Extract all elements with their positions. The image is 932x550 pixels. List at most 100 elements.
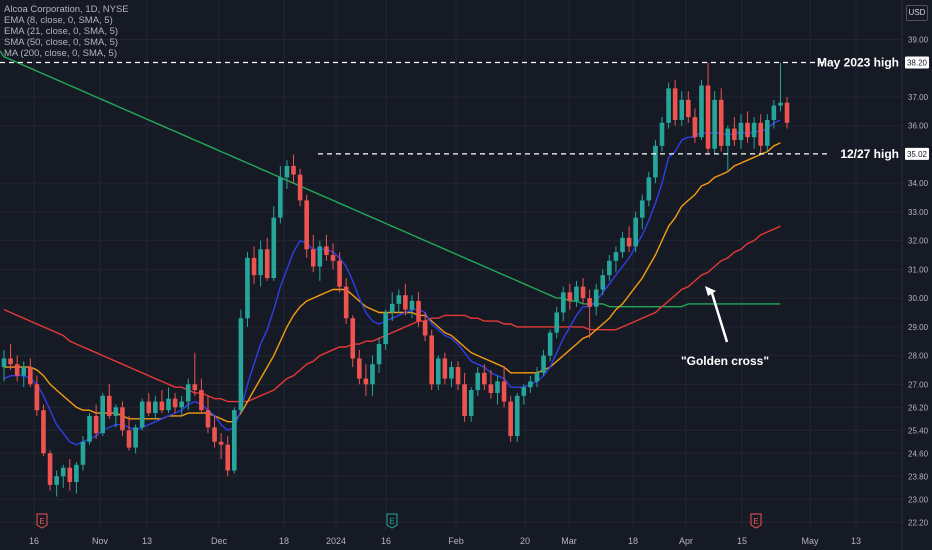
candle-body <box>330 255 336 261</box>
candle <box>396 289 402 313</box>
legend-sma50[interactable]: SMA (50, close, 0, SMA, 5) <box>4 37 119 48</box>
candle <box>54 470 59 497</box>
earnings-marker-icon[interactable]: E <box>386 513 398 529</box>
candle-body <box>633 217 638 247</box>
candle-body <box>764 119 770 146</box>
candle-body <box>778 102 783 106</box>
candle-body <box>718 99 724 146</box>
candle <box>350 315 356 368</box>
candle-body <box>455 367 461 385</box>
candle-body <box>133 427 138 448</box>
candle-body <box>409 300 415 310</box>
candle-body <box>139 401 145 428</box>
candle <box>60 464 66 488</box>
candle-body <box>613 252 619 261</box>
candle-body <box>28 367 33 385</box>
candle <box>8 344 13 370</box>
time-tick-label: 2024 <box>326 536 346 546</box>
candle-body <box>607 260 612 276</box>
candle <box>699 79 704 141</box>
candle-body <box>14 364 20 376</box>
candle <box>429 329 434 391</box>
price-tick-label: 29.00 <box>908 323 929 332</box>
candle-body <box>593 289 599 307</box>
candle-body <box>159 401 165 411</box>
candle-body <box>462 384 467 416</box>
candle-body <box>666 88 671 123</box>
candle <box>482 364 487 391</box>
candle <box>212 415 217 448</box>
legend-title[interactable]: Alcoa Corporation, 1D, NYSE <box>4 4 129 15</box>
candle-body <box>60 467 66 477</box>
candle <box>455 361 461 391</box>
candle <box>370 355 375 396</box>
candle <box>626 226 632 253</box>
time-tick-label: 13 <box>142 536 152 546</box>
price-axis[interactable]: 39.00 37.00 36.00 34.00 33.00 32.00 31.00 30.00… <box>901 0 929 550</box>
price-tick-label: 30.00 <box>908 294 929 303</box>
legend-ema8[interactable]: EMA (8, close, 0, SMA, 5) <box>4 15 113 26</box>
candle <box>620 232 625 258</box>
time-tick-label: Mar <box>561 536 577 546</box>
price-tick-label: 22.20 <box>908 518 929 527</box>
candle <box>475 367 481 396</box>
candle <box>521 384 527 405</box>
candle-body <box>370 364 375 385</box>
candle <box>646 171 652 207</box>
candle-body <box>442 358 448 379</box>
candle <box>389 292 395 322</box>
candle <box>278 165 283 224</box>
price-tick-label: 27.00 <box>908 380 929 389</box>
candle <box>574 280 579 307</box>
candle <box>686 91 691 123</box>
currency-button[interactable]: USD <box>906 5 928 21</box>
candle <box>745 111 750 143</box>
candle <box>232 407 237 474</box>
candle <box>330 243 336 270</box>
candle-body <box>8 358 13 365</box>
legend-ema21[interactable]: EMA (21, close, 0, SMA, 5) <box>4 26 119 37</box>
candle <box>291 154 296 184</box>
candle-body <box>725 128 731 146</box>
time-tick-label: May <box>801 536 819 546</box>
price-tick-label: 23.80 <box>908 472 929 481</box>
candles <box>1 62 790 497</box>
time-tick-label: Nov <box>92 536 109 546</box>
candle <box>185 378 191 411</box>
candle-body <box>732 128 737 141</box>
candle-body <box>212 427 217 442</box>
candle-body <box>271 217 277 278</box>
candle-body <box>291 165 296 175</box>
candle-body <box>126 430 132 448</box>
candle <box>639 194 645 230</box>
candle <box>633 211 638 253</box>
candle-body <box>21 367 27 376</box>
candle <box>567 283 573 310</box>
price-tick-label: 32.00 <box>908 237 929 246</box>
earnings-marker-icon[interactable]: E <box>750 513 762 529</box>
candle-body <box>67 467 73 483</box>
candle <box>409 295 415 319</box>
candle-body <box>166 398 171 411</box>
candle <box>357 349 362 385</box>
candle <box>106 384 112 419</box>
candle <box>613 246 619 273</box>
level-label: 12/27 high <box>840 147 899 161</box>
legend-sma200[interactable]: MA (200, close, 0, SMA, 5) <box>4 48 117 59</box>
candle <box>784 96 790 129</box>
earnings-marker-icon[interactable]: E <box>36 513 48 529</box>
candle <box>284 160 290 189</box>
time-axis[interactable]: 16 Nov 13 Dec 18 2024 16 Feb 20 Mar 18 Apr 15 May 13 <box>29 536 861 546</box>
candle-body <box>172 398 178 408</box>
candle <box>34 375 40 416</box>
candle-body <box>218 441 224 445</box>
candle-body <box>435 358 441 385</box>
candle-body <box>429 335 434 385</box>
candle <box>771 99 777 129</box>
price-tick-label: 31.00 <box>908 265 929 274</box>
time-tick-label: 16 <box>29 536 39 546</box>
candle <box>67 459 73 491</box>
candle <box>416 292 421 327</box>
